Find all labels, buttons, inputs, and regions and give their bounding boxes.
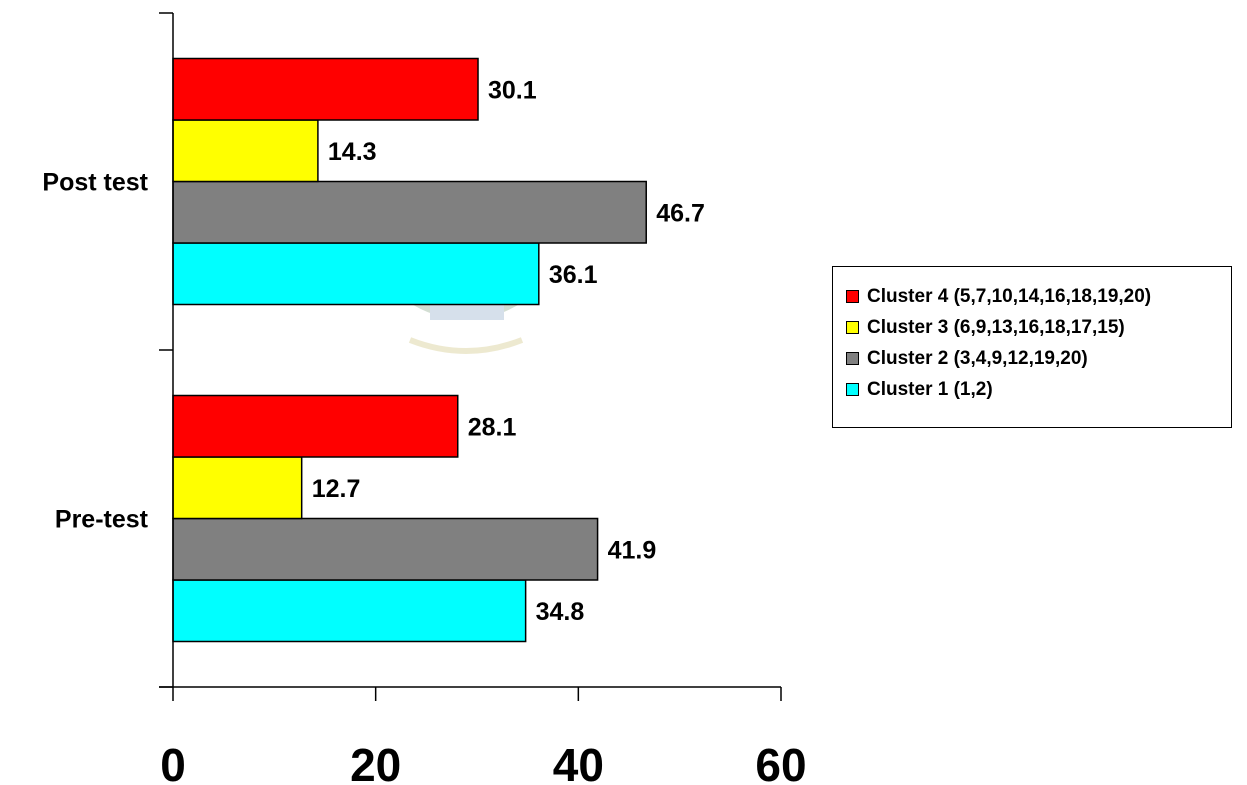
legend-swatch <box>846 290 859 303</box>
data-label: 41.9 <box>608 536 657 564</box>
legend-item: Cluster 3 (6,9,13,16,18,17,15) <box>846 312 1231 343</box>
legend-swatch <box>846 352 859 365</box>
legend-label: Cluster 2 (3,4,9,12,19,20) <box>867 347 1088 369</box>
x-tick-label: 20 <box>350 739 401 785</box>
bar-cluster-4-pre-test <box>172 394 459 458</box>
category-label: Pre-test <box>55 506 149 534</box>
legend-label: Cluster 1 (1,2) <box>867 378 993 400</box>
legend-item: Cluster 1 (1,2) <box>846 374 1231 405</box>
data-label: 34.8 <box>536 598 585 626</box>
data-label: 12.7 <box>312 475 361 503</box>
data-label: 46.7 <box>656 199 705 227</box>
legend-swatch <box>846 383 859 396</box>
bar-cluster-2-post-test <box>172 180 647 244</box>
bar-cluster-1-pre-test <box>172 579 527 643</box>
legend-item: Cluster 2 (3,4,9,12,19,20) <box>846 343 1231 374</box>
legend-label: Cluster 4 (5,7,10,14,16,18,19,20) <box>867 285 1152 307</box>
legend: Cluster 4 (5,7,10,14,16,18,19,20) Cluster… <box>832 266 1232 428</box>
x-tick-label: 60 <box>755 739 806 785</box>
data-label: 28.1 <box>468 413 517 441</box>
legend-item: Cluster 4 (5,7,10,14,16,18,19,20) <box>846 281 1231 312</box>
data-label: 30.1 <box>488 76 537 104</box>
legend-label: Cluster 3 (6,9,13,16,18,17,15) <box>867 316 1125 338</box>
data-label: 14.3 <box>328 138 377 166</box>
bar-cluster-2-pre-test <box>172 517 599 581</box>
x-tick-label: 0 <box>160 739 186 785</box>
bar-cluster-1-post-test <box>172 242 540 306</box>
data-label: 36.1 <box>549 261 598 289</box>
bar-cluster-4-post-test <box>172 57 479 121</box>
x-tick-label: 40 <box>553 739 604 785</box>
bar-cluster-3-pre-test <box>172 456 303 520</box>
bar-cluster-3-post-test <box>172 119 319 183</box>
legend-swatch <box>846 321 859 334</box>
category-label: Post test <box>42 169 148 197</box>
